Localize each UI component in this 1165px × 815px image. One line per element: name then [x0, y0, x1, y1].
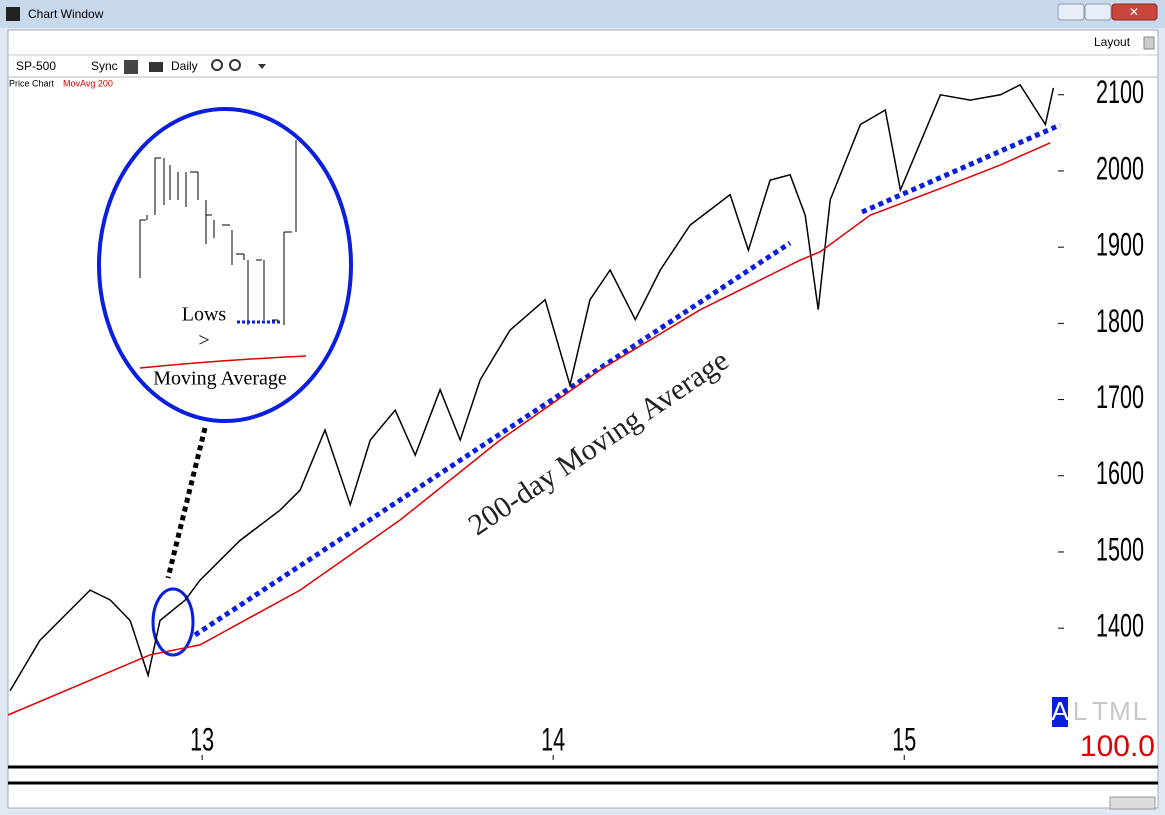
mode-button[interactable]: T [1092, 696, 1108, 726]
y-tick-label: 1400 [1096, 608, 1144, 644]
status-value: 100.0 [1080, 730, 1155, 763]
layout-button[interactable]: Layout [1094, 35, 1131, 49]
mode-highlight [1052, 697, 1068, 727]
y-tick-label: 2000 [1096, 150, 1144, 186]
mode-button[interactable]: L [1073, 696, 1087, 726]
trend-line [193, 240, 792, 638]
y-tick-label: 1900 [1096, 227, 1144, 263]
highlight-circle [151, 587, 195, 657]
annotation: Lows [182, 304, 227, 326]
trend-line [860, 122, 1062, 215]
zoom-in[interactable] [211, 59, 223, 71]
x-tick-label: 14 [541, 721, 565, 757]
y-tick-label: 1500 [1096, 531, 1144, 567]
window-title: Chart Window [28, 7, 104, 21]
inset-bars [139, 140, 297, 325]
mode-button[interactable]: M [1109, 696, 1131, 726]
x-tick-label: 15 [892, 721, 916, 757]
title-bar [0, 0, 1165, 28]
mode-button[interactable]: L [1133, 696, 1147, 726]
y-tick-label: 1800 [1096, 303, 1144, 339]
x-tick-label: 13 [190, 721, 214, 757]
y-tick-label: 1700 [1096, 379, 1144, 415]
annotation: Moving Average [153, 368, 287, 390]
series-line [9, 83, 1055, 692]
legend-entry: MovAvg 200 [63, 78, 113, 88]
scroll-up[interactable] [1143, 36, 1155, 50]
inset-ma-line [139, 355, 307, 369]
menu-arrow[interactable] [258, 64, 266, 69]
inset-circle [97, 107, 353, 423]
minimize-button[interactable] [1057, 3, 1085, 21]
annotation: > [198, 330, 209, 352]
tool-icon[interactable] [124, 60, 138, 74]
scrollbar[interactable] [1109, 796, 1156, 810]
symbol-field[interactable]: SP-500 [16, 59, 56, 73]
period-dropdown[interactable]: Daily [171, 59, 198, 73]
y-tick-label: 2100 [1096, 74, 1144, 110]
close-button[interactable] [1111, 3, 1158, 21]
app-icon [6, 7, 20, 21]
mode-button[interactable]: A [1051, 696, 1069, 726]
callout-line [165, 427, 208, 579]
bars-icon[interactable] [149, 62, 163, 72]
maximize-button[interactable] [1084, 3, 1112, 21]
y-tick-label: 1600 [1096, 455, 1144, 491]
zoom-out[interactable] [229, 59, 241, 71]
series-line [7, 142, 1051, 716]
sync-button[interactable]: Sync [91, 59, 118, 73]
legend-entry: Price Chart [9, 78, 55, 88]
close-icon: ✕ [1129, 5, 1139, 19]
